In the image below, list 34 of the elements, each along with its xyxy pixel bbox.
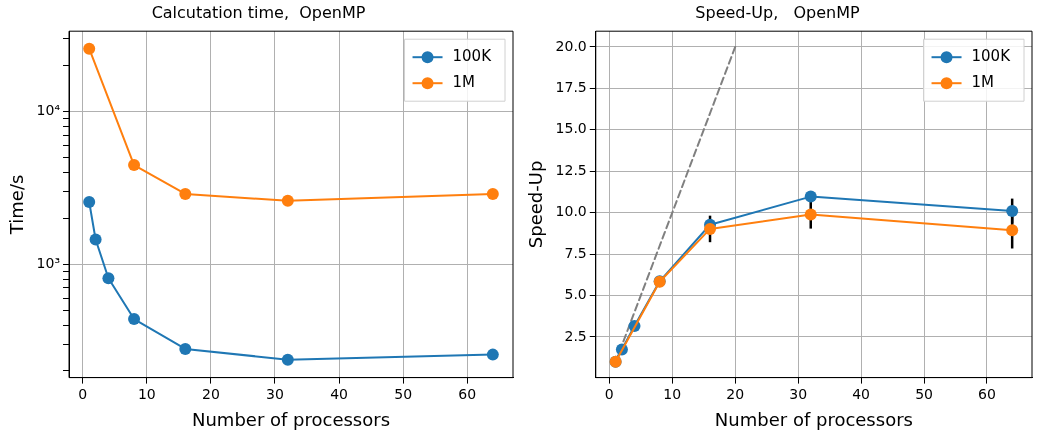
x-tick-label: 20 bbox=[726, 385, 745, 402]
x-tick-label: 30 bbox=[266, 385, 284, 402]
x-tick-label: 10 bbox=[663, 385, 682, 402]
y-tick-label: 17.5 bbox=[555, 79, 587, 96]
x-axis-title: Number of processors bbox=[191, 408, 391, 430]
x-tick-label: 50 bbox=[915, 385, 933, 402]
legend-label: 1M bbox=[452, 73, 476, 92]
x-tick-label: 0 bbox=[604, 385, 614, 402]
x-axis-title: Number of processors bbox=[714, 408, 913, 430]
x-tick-label: 0 bbox=[78, 385, 88, 402]
y-axis-title: Time/s bbox=[6, 174, 28, 236]
y-tick-label: 15.0 bbox=[555, 120, 587, 137]
x-tick-label: 10 bbox=[137, 385, 156, 402]
chart-title: Speed-Up, OpenMP bbox=[695, 2, 861, 22]
x-tick-label: 40 bbox=[852, 385, 871, 402]
y-tick-label: 10⁴ bbox=[36, 102, 61, 119]
x-tick-label: 40 bbox=[330, 385, 348, 402]
x-tick-label: 20 bbox=[202, 385, 220, 402]
x-tick-label: 50 bbox=[394, 385, 413, 402]
y-tick-label: 7.5 bbox=[564, 244, 587, 261]
x-tick-label: 60 bbox=[458, 385, 477, 402]
y-tick-label: 10.0 bbox=[555, 203, 587, 220]
x-tick-label: 60 bbox=[978, 385, 996, 402]
legend-label: 100K bbox=[452, 47, 493, 66]
y-tick-label: 12.5 bbox=[555, 161, 587, 178]
y-tick-label: 20.0 bbox=[555, 37, 587, 54]
y-tick-label: 2.5 bbox=[564, 327, 587, 344]
y-tick-label: 10³ bbox=[36, 254, 61, 271]
y-axis-title: Speed-Up bbox=[525, 160, 547, 249]
x-tick-label: 30 bbox=[789, 385, 808, 402]
chart-title: Calcutation time, OpenMP bbox=[151, 2, 366, 22]
legend-label: 1M bbox=[971, 73, 995, 92]
legend-label: 100K bbox=[971, 47, 1012, 66]
y-tick-label: 5.0 bbox=[564, 286, 587, 303]
